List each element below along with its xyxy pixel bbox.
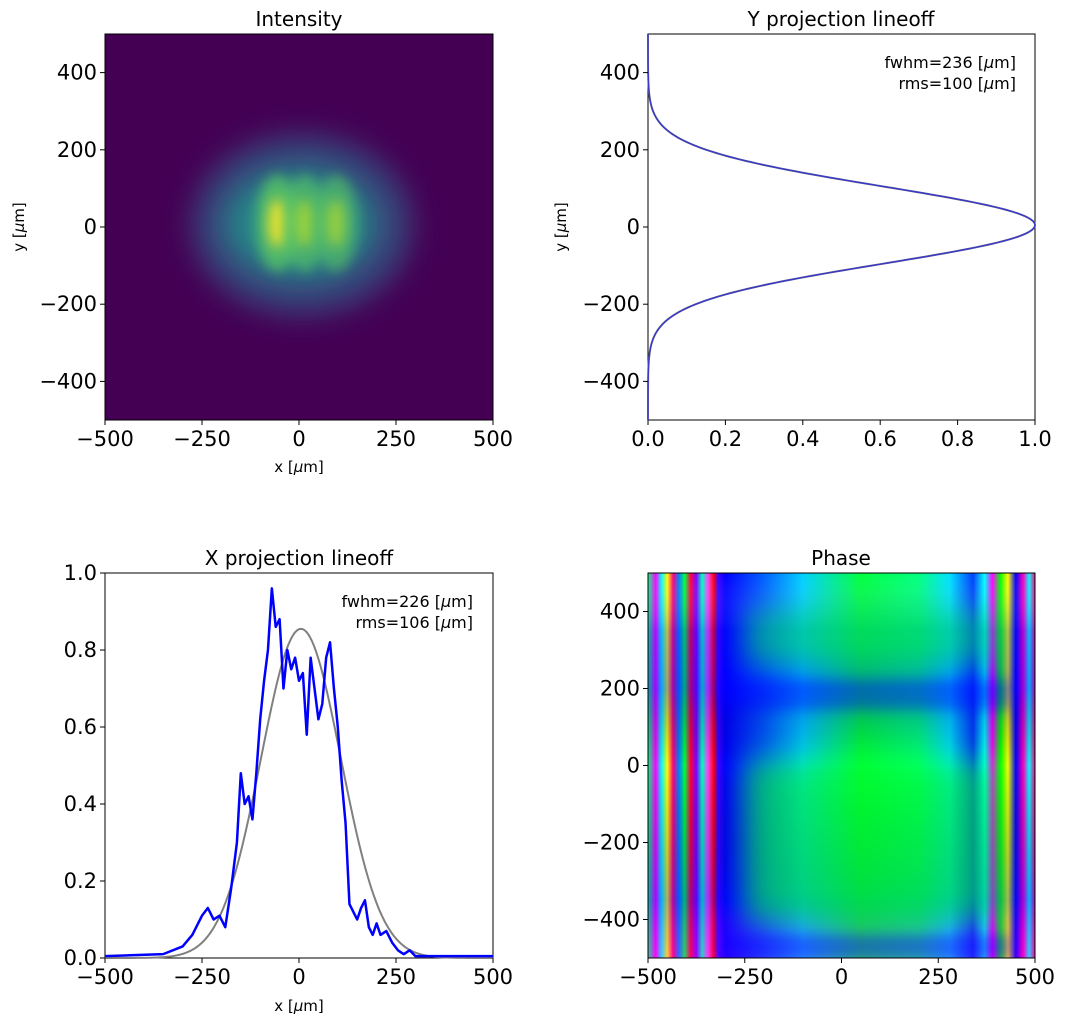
phase-ytick-label: 200 [600,677,640,701]
y-projection-panel: Y projection lineoff fwhm=236 [μm] rms=1… [552,7,1052,451]
intensity-xticks: −500 −250 0 250 500 [76,420,513,451]
intensity-title: Intensity [255,7,342,31]
y-projection-ylabel: y [μm] [552,202,570,252]
intensity-peak-core [295,199,314,248]
y-projection-xtick-label: 1.0 [1018,427,1051,451]
phase-ytick-label: −200 [582,831,640,855]
x-projection-xtick-label: −250 [173,965,231,989]
phase-xtick-label: 250 [918,965,958,989]
phase-blue-band-upper [720,680,1010,710]
x-projection-ytick-label: 1.0 [64,561,97,585]
intensity-peaks [255,175,358,272]
x-projection-ytick-label: 0.6 [64,715,97,739]
x-projection-frame [104,572,494,959]
intensity-ytick-label: 200 [57,138,97,162]
intensity-ylabel: y [μm] [10,202,28,252]
phase-xtick-label: 500 [1015,965,1055,989]
intensity-xtick-label: −250 [173,427,231,451]
phase-green-region-top [745,610,995,665]
y-projection-xtick-label: 0.6 [863,427,896,451]
x-projection-measured-curve [104,587,493,958]
y-projection-frame [647,33,1036,421]
y-projection-xtick-label: 0.8 [941,427,974,451]
y-projection-xtick-label: 0.0 [631,427,664,451]
intensity-xtick-label: −500 [76,427,134,451]
x-projection-rms-annotation: rms=106 [μm] [355,613,473,632]
intensity-yticks: −400 −200 0 200 400 [39,61,105,393]
y-projection-ytick-label: 400 [600,61,640,85]
phase-xtick-label: 0 [835,965,848,989]
y-projection-ytick-label: 200 [600,138,640,162]
x-projection-xtick-label: 250 [376,965,416,989]
phase-ytick-label: 0 [627,754,640,778]
intensity-ytick-label: −400 [39,369,97,393]
x-projection-xtick-label: −500 [76,965,134,989]
phase-xtick-label: −500 [619,965,677,989]
phase-panel: Phase −500 −250 0 250 500 −400 −200 0 200 400 [582,546,1055,989]
phase-heatmap [648,573,1035,958]
intensity-peak-core [326,199,345,248]
x-projection-yticks: 0.0 0.2 0.4 0.6 0.8 1.0 [64,561,105,970]
x-projection-ytick-label: 0.0 [64,946,97,970]
y-projection-rms-annotation: rms=100 [μm] [898,74,1016,93]
phase-xticks: −500 −250 0 250 500 [619,958,1055,989]
x-projection-panel: X projection lineoff fwhm=226 [μm] rms=1… [64,546,513,1015]
x-projection-ytick-label: 0.8 [64,638,97,662]
y-projection-yticks: −400 −200 0 200 400 [582,61,648,393]
phase-ytick-label: −400 [582,908,640,932]
y-projection-title: Y projection lineoff [747,7,936,31]
intensity-ytick-label: 0 [84,215,97,239]
y-projection-xtick-label: 0.2 [709,427,742,451]
y-projection-ytick-label: 0 [627,215,640,239]
phase-blue-band-lower [720,935,1010,958]
phase-xtick-label: −250 [716,965,774,989]
y-projection-xticks: 0.0 0.2 0.4 0.6 0.8 1.0 [631,420,1052,451]
intensity-xtick-label: 250 [376,427,416,451]
intensity-xtick-label: 500 [473,427,513,451]
intensity-panel: Intensity −500 −250 0 250 500 −400 −200 0 200 40… [10,7,513,476]
y-projection-ytick-label: −200 [582,292,640,316]
intensity-ytick-label: 400 [57,61,97,85]
y-projection-curve-blue [647,34,1036,420]
phase-title: Phase [811,546,871,570]
intensity-ytick-label: −200 [39,292,97,316]
x-projection-xlabel: x [μm] [274,997,324,1015]
intensity-xtick-label: 0 [292,427,305,451]
x-projection-xtick-label: 0 [292,965,305,989]
intensity-xlabel: x [μm] [274,458,324,476]
x-projection-fwhm-annotation: fwhm=226 [μm] [342,592,473,611]
y-projection-xtick-label: 0.4 [786,427,819,451]
y-projection-fwhm-annotation: fwhm=236 [μm] [885,53,1016,72]
intensity-heatmap [105,34,493,420]
x-projection-title: X projection lineoff [205,546,395,570]
x-projection-ytick-label: 0.4 [64,792,97,816]
x-projection-ytick-label: 0.2 [64,869,97,893]
y-projection-ytick-label: −400 [582,369,640,393]
intensity-peak-core [268,199,287,248]
phase-green-region-middle [745,760,995,920]
x-projection-xticks: −500 −250 0 250 500 [76,958,513,989]
phase-ytick-label: 400 [600,600,640,624]
phase-yticks: −400 −200 0 200 400 [582,600,648,932]
x-projection-xtick-label: 500 [473,965,513,989]
